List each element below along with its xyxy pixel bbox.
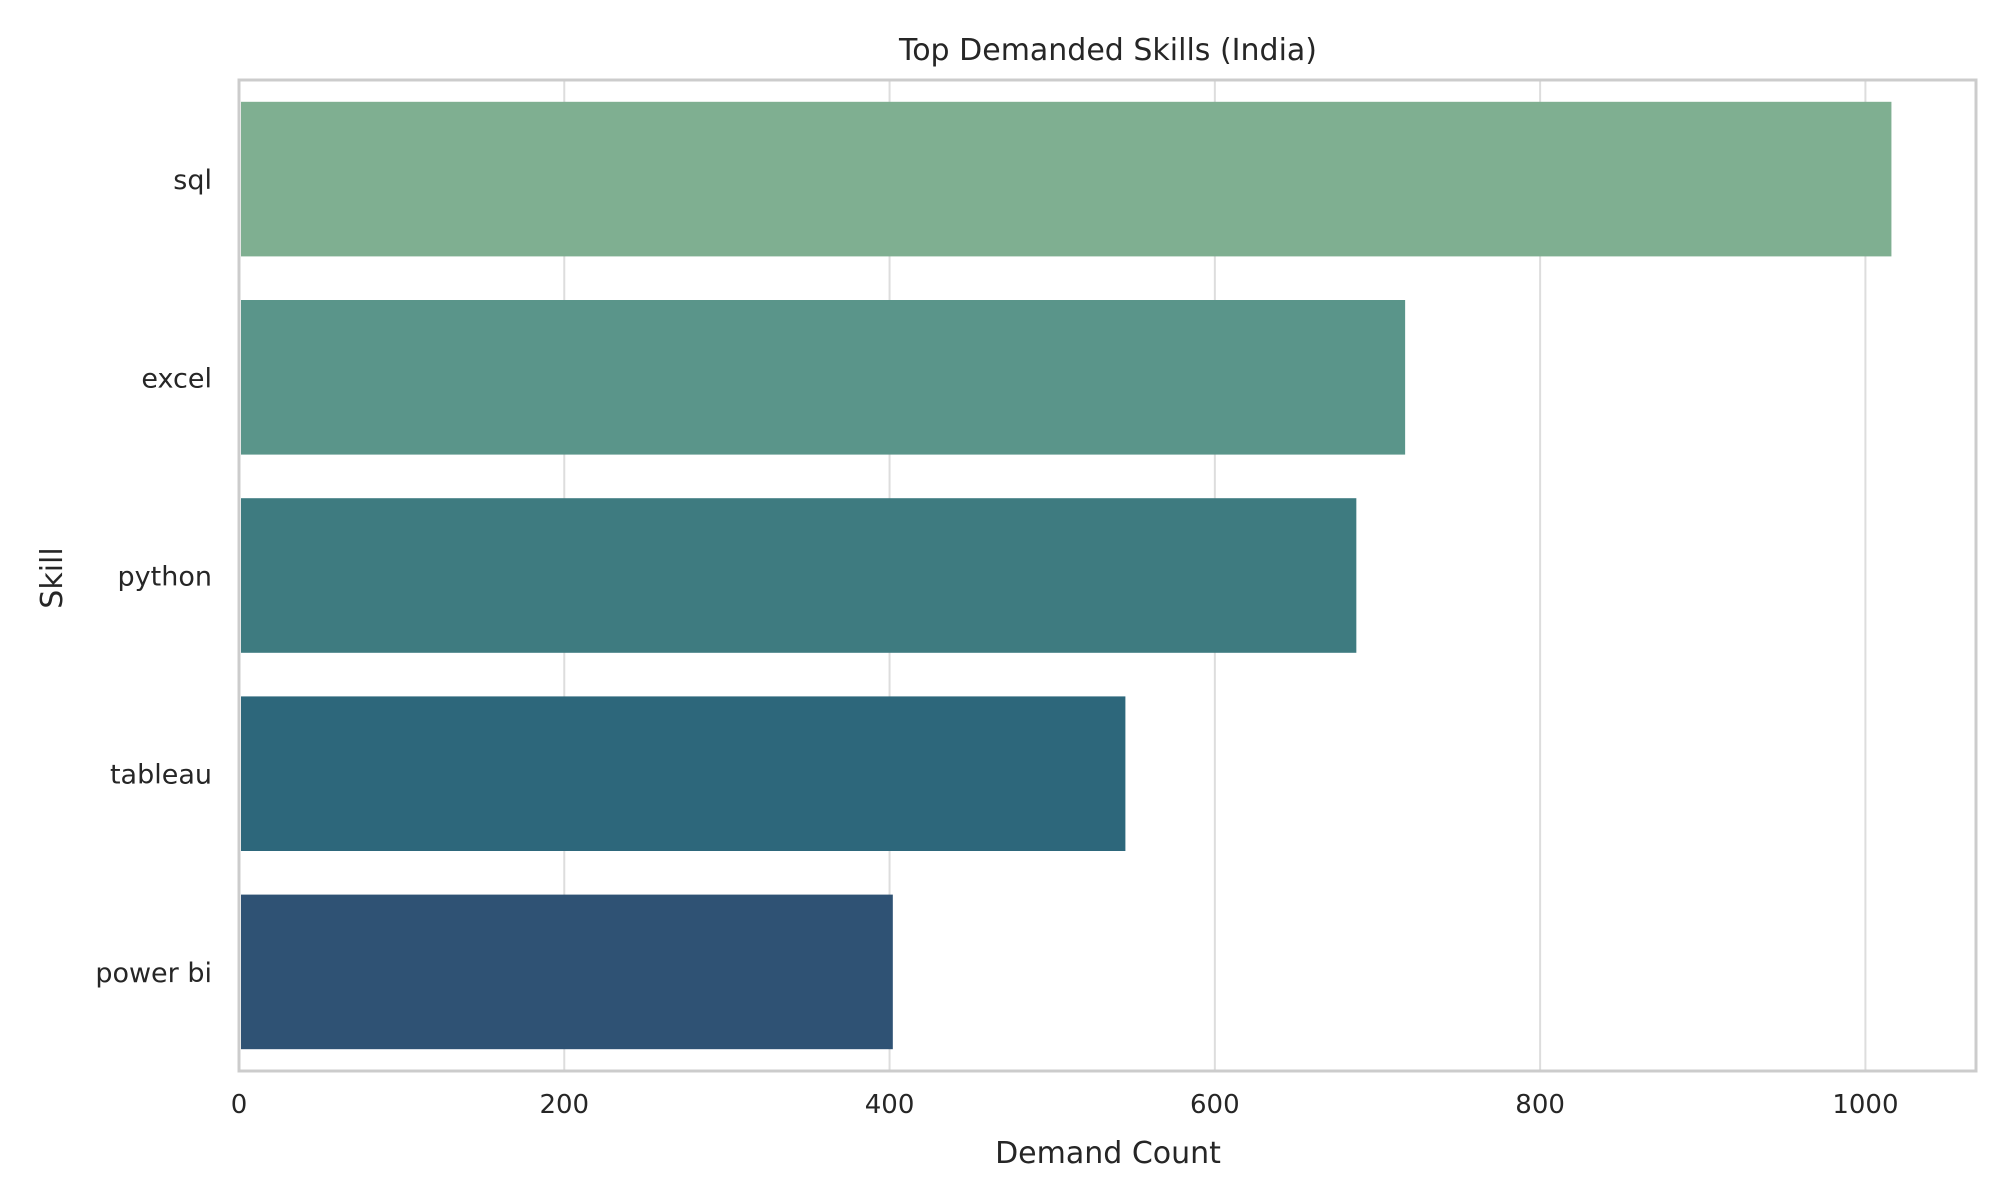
x-tick-label: 0 xyxy=(231,1090,248,1120)
y-category-labels: sql excel python tableau power bi xyxy=(95,165,212,989)
bar-sql xyxy=(241,101,1892,257)
x-axis-label: Demand Count xyxy=(995,1136,1221,1171)
x-ticks: 0 200 400 600 800 1000 xyxy=(231,1090,1899,1120)
category-label: power bi xyxy=(95,958,212,989)
plot-frame xyxy=(237,78,1978,1073)
chart-title: Top Demanded Skills (India) xyxy=(898,33,1317,68)
x-tick-label: 600 xyxy=(1190,1090,1240,1120)
bar-power-bi xyxy=(241,894,893,1050)
x-tick-label: 200 xyxy=(539,1090,589,1120)
x-tick-label: 400 xyxy=(865,1090,915,1120)
category-label: tableau xyxy=(110,760,212,791)
y-axis-label: Skill xyxy=(35,547,70,608)
category-label: sql xyxy=(173,165,212,196)
bar-python xyxy=(241,498,1357,653)
category-label: python xyxy=(118,562,212,593)
bars xyxy=(241,101,1892,1050)
bar-tableau xyxy=(241,696,1126,851)
category-label: excel xyxy=(141,363,212,394)
x-tick-label: 1000 xyxy=(1832,1090,1898,1120)
bar-excel xyxy=(241,300,1406,455)
x-tick-label: 800 xyxy=(1515,1090,1565,1120)
